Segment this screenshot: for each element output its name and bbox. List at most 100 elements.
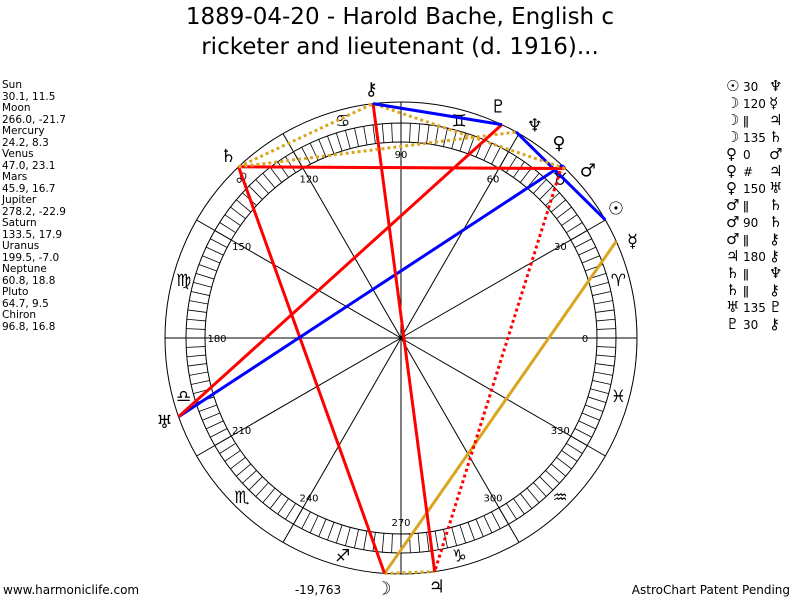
aspect-row: ♅ 135 ♇ <box>726 299 786 316</box>
degree-tick <box>344 527 351 546</box>
position-value: 60.8, 18.8 <box>2 274 56 287</box>
aspect-line <box>515 130 607 221</box>
aspect-row: ♄ ǁ ⚷ <box>726 282 786 299</box>
degree-tick <box>202 255 221 264</box>
aspect-line <box>177 164 563 419</box>
degree-tick <box>483 515 493 534</box>
planet-glyph-icon: ♀ <box>726 162 737 180</box>
position-planet-name: Mercury <box>2 125 45 137</box>
degree-tick <box>189 371 209 376</box>
degree-label: 120 <box>299 175 318 186</box>
planet-glyph-icon: ☉ <box>726 77 740 95</box>
degree-tick <box>539 476 554 491</box>
aspect-type: ǁ <box>743 284 749 298</box>
sign-divider-line <box>196 219 402 339</box>
degree-tick <box>459 132 467 152</box>
sign-divider-line <box>282 337 402 543</box>
aspect-list: ☉ 30 ♆ ☽ 120 ☿ ☽ ǁ ♃ ☽ 135 ♄ ♀ 0 ♂ ♀ # ♃ ♀ 150 ♅ ♂ ǁ ♄ ♂ 90 ♄ ♂ ǁ ⚷ ♃ 1… <box>726 78 786 333</box>
planet-glyph-icon: ♇ <box>769 298 783 316</box>
degree-label: 210 <box>232 426 251 437</box>
degree-tick <box>561 450 578 462</box>
aspect-line <box>383 240 618 575</box>
degree-tick <box>262 173 276 189</box>
aspect-line <box>433 164 564 573</box>
position-value: 47.0, 23.1 <box>2 159 56 172</box>
planet-pluto-icon: ♇ <box>490 97 506 118</box>
aspect-row: ☽ ǁ ♃ <box>726 112 786 129</box>
degree-tick <box>513 498 525 515</box>
sign-divider-line <box>400 337 606 457</box>
planet-glyph-icon: ⚷ <box>769 281 780 299</box>
degree-tick <box>578 246 597 256</box>
zodiac-sign-icon: ♎ <box>176 387 191 407</box>
degree-tick <box>224 214 241 226</box>
aspect-row: ♃ 180 ⚷ <box>726 248 786 265</box>
position-planet-name: Pluto <box>2 286 29 298</box>
degree-tick <box>186 354 206 358</box>
aspect-type: 120 <box>743 97 766 111</box>
degree-tick <box>519 167 533 183</box>
position-value: 278.2, -22.9 <box>2 205 66 218</box>
planet-sun-icon: ☉ <box>608 198 624 219</box>
degree-tick <box>277 498 289 515</box>
degree-tick <box>505 503 517 520</box>
position-value: 133.5, 17.9 <box>2 228 63 241</box>
degree-tick <box>505 156 517 173</box>
planet-glyph-icon: ♄ <box>726 281 740 299</box>
degree-tick <box>242 470 257 484</box>
degree-tick <box>255 482 269 497</box>
planet-glyph-icon: ♃ <box>726 247 740 265</box>
degree-tick <box>301 147 311 165</box>
planet-glyph-icon: ♂ <box>726 230 740 248</box>
degree-tick <box>426 124 430 144</box>
degree-label: 240 <box>299 493 318 504</box>
planet-glyph-icon: ♆ <box>769 264 783 282</box>
degree-tick <box>596 354 616 358</box>
degree-tick <box>205 420 224 430</box>
planet-jupiter-icon: ♃ <box>429 576 445 597</box>
website-link[interactable]: www.harmoniclife.com <box>3 583 140 597</box>
degree-tick <box>585 404 604 412</box>
position-planet-name: Sun <box>2 79 22 91</box>
chart-score: -19,763 <box>294 583 342 597</box>
planet-glyph-icon: ♂ <box>726 213 740 231</box>
planet-glyph-icon: ♂ <box>769 145 783 163</box>
planet-glyph-icon: ☽ <box>726 128 740 146</box>
degree-tick <box>595 309 615 313</box>
degree-tick <box>391 533 393 553</box>
degree-tick <box>561 214 578 226</box>
degree-tick <box>475 518 484 537</box>
degree-tick <box>483 142 493 161</box>
zodiac-sign-icon: ♍ <box>176 271 191 291</box>
planet-glyph-icon: ♄ <box>769 196 783 214</box>
sign-divider-line <box>196 337 402 457</box>
aspect-line <box>372 102 503 127</box>
planet-glyph-icon: ♃ <box>769 162 783 180</box>
position-value: 96.8, 16.8 <box>2 320 56 333</box>
aspect-type: 90 <box>743 216 759 230</box>
planet-glyph-icon: ♄ <box>769 213 783 231</box>
degree-label: 30 <box>554 242 567 253</box>
degree-tick <box>381 533 385 553</box>
zodiac-sign-icon: ♒ <box>552 488 567 508</box>
degree-tick <box>230 206 246 220</box>
degree-tick <box>409 123 411 143</box>
degree-tick <box>309 515 319 534</box>
degree-label: 90 <box>395 150 408 161</box>
aspect-row: ♀ 150 ♅ <box>726 180 786 197</box>
degree-tick <box>556 206 572 220</box>
degree-label: 180 <box>207 334 226 345</box>
degree-tick <box>545 470 560 484</box>
degree-tick <box>417 533 421 553</box>
degree-tick <box>262 487 276 503</box>
degree-label: 270 <box>391 518 410 529</box>
degree-tick <box>236 463 252 477</box>
degree-tick <box>592 291 611 296</box>
planet-glyph-icon: ♆ <box>769 77 783 95</box>
planet-glyph-icon: ♂ <box>726 196 740 214</box>
position-planet-name: Moon <box>2 102 31 114</box>
degree-tick <box>574 428 592 438</box>
planet-glyph-icon: ♄ <box>769 128 783 146</box>
degree-tick <box>417 123 421 143</box>
